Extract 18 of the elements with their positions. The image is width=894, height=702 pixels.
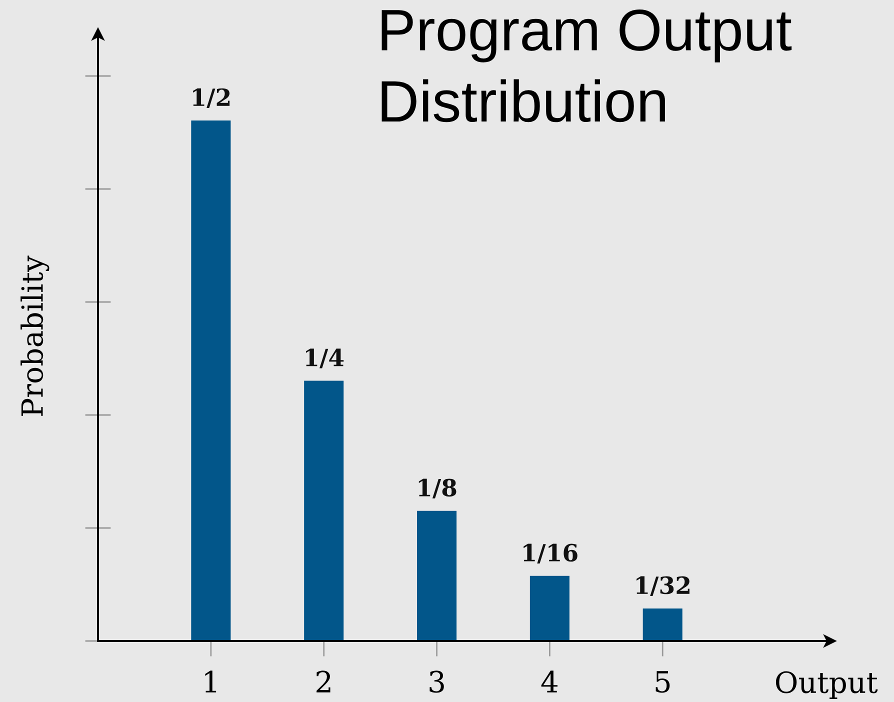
- x-tick-label: 4: [541, 670, 558, 692]
- data-label: 1/32: [636, 576, 690, 596]
- data-label: 1/2: [193, 88, 230, 108]
- data-label: 1/4: [306, 348, 344, 368]
- x-axis-title: Output: [776, 671, 878, 699]
- data-label: 1/8: [418, 478, 456, 498]
- x-tick-label: 5: [656, 671, 670, 693]
- y-axis-title: Probability: [20, 256, 50, 416]
- bar: [642, 608, 682, 641]
- x-tick-label: 1: [205, 670, 216, 692]
- bar: [530, 576, 570, 641]
- bar: [191, 120, 231, 641]
- chart-title: Program Output Distribution: [382, 10, 792, 122]
- x-tick-label: 2: [316, 670, 330, 692]
- bar: [304, 380, 344, 641]
- bar: [417, 510, 457, 641]
- data-label: 1/16: [524, 544, 578, 564]
- x-tick-label: 3: [430, 670, 444, 693]
